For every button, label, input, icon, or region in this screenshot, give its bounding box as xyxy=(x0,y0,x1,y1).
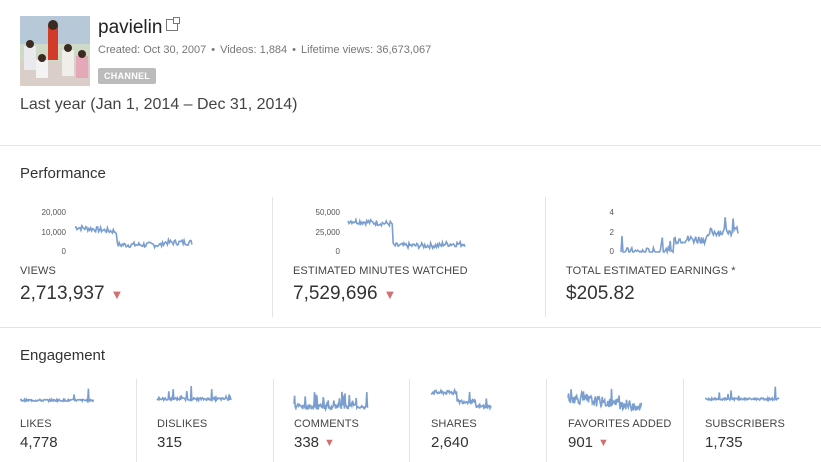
column-divider xyxy=(545,197,546,317)
sparkline-path xyxy=(430,387,492,412)
trend-down-icon: ▼ xyxy=(383,286,397,302)
earnings-value: $205.82 xyxy=(566,283,635,304)
shares-value: 2,640 xyxy=(431,434,469,451)
divider xyxy=(0,327,821,328)
favorites-value: 901 xyxy=(568,434,594,451)
y-tick: 4 xyxy=(609,208,614,217)
dislikes-value: 315 xyxy=(157,434,183,451)
favorites-sparkline xyxy=(567,388,643,413)
subscribers-label: SUBSCRIBERS xyxy=(705,418,785,430)
favorites-value-row: 901 ▼ xyxy=(568,434,609,451)
sparkline-path xyxy=(74,223,193,250)
sparkline-path xyxy=(293,391,369,413)
likes-value: 4,778 xyxy=(20,434,58,451)
earnings-value-row: $205.82 xyxy=(566,283,635,305)
divider xyxy=(0,145,821,146)
column-divider xyxy=(409,379,410,462)
dislikes-sparkline xyxy=(156,385,232,404)
shares-sparkline xyxy=(430,387,492,412)
performance-title: Performance xyxy=(20,165,106,182)
views-value: 2,713,937 xyxy=(20,283,105,304)
views-sparkline xyxy=(74,223,193,250)
y-tick: 50,000 xyxy=(315,208,340,217)
y-tick: 0 xyxy=(61,247,66,256)
column-divider xyxy=(136,379,137,462)
trend-down-icon: ▼ xyxy=(598,436,609,449)
comments-value-row: 338 ▼ xyxy=(294,434,335,451)
trend-down-icon: ▼ xyxy=(324,436,335,449)
channel-name[interactable]: pavielin xyxy=(98,17,163,38)
shares-value-row: 2,640 xyxy=(431,434,469,451)
likes-value-row: 4,778 xyxy=(20,434,58,451)
channel-badge: CHANNEL xyxy=(98,68,157,84)
minutes-value-row: 7,529,696 ▼ xyxy=(293,283,396,305)
sparkline-path xyxy=(156,385,232,404)
earnings-label: TOTAL ESTIMATED EARNINGS * xyxy=(566,265,736,277)
likes-sparkline xyxy=(19,388,95,404)
favorites-label: FAVORITES ADDED xyxy=(568,418,672,430)
subscribers-value-row: 1,735 xyxy=(705,434,743,451)
column-divider xyxy=(273,379,274,462)
channel-meta: Created: Oct 30, 2007 • Videos: 1,884 • Life… xyxy=(98,44,432,56)
channel-avatar-image xyxy=(20,16,90,86)
trend-down-icon: ▼ xyxy=(110,286,124,302)
subscribers-sparkline xyxy=(704,386,780,403)
dislikes-label: DISLIKES xyxy=(157,418,208,430)
sparkline-path xyxy=(620,217,739,256)
earnings-sparkline xyxy=(620,217,739,256)
comments-sparkline xyxy=(293,391,369,413)
column-divider xyxy=(272,197,273,317)
video-count: Videos: 1,884 xyxy=(220,44,288,56)
channel-name-link[interactable]: pavielin xyxy=(98,17,181,39)
sparkline-path xyxy=(347,216,466,251)
y-tick: 2 xyxy=(609,228,614,237)
engagement-title: Engagement xyxy=(20,347,106,364)
shares-label: SHARES xyxy=(431,418,477,430)
minutes-label: ESTIMATED MINUTES WATCHED xyxy=(293,265,468,277)
comments-value: 338 xyxy=(294,434,320,451)
y-tick: 25,000 xyxy=(315,228,340,237)
sparkline-path xyxy=(19,388,95,404)
likes-label: LIKES xyxy=(20,418,52,430)
y-tick: 0 xyxy=(335,247,340,256)
column-divider xyxy=(683,379,684,462)
channel-avatar[interactable] xyxy=(20,16,90,86)
column-divider xyxy=(546,379,547,462)
minutes-sparkline xyxy=(347,216,466,251)
y-tick: 10,000 xyxy=(41,228,66,237)
views-value-row: 2,713,937 ▼ xyxy=(20,283,123,305)
minutes-value: 7,529,696 xyxy=(293,283,378,304)
y-tick: 0 xyxy=(609,247,614,256)
y-tick: 20,000 xyxy=(41,208,66,217)
lifetime-views: Lifetime views: 36,673,067 xyxy=(301,44,432,56)
subscribers-value: 1,735 xyxy=(705,434,743,451)
sparkline-path xyxy=(567,388,643,413)
comments-label: COMMENTS xyxy=(294,418,359,430)
created-date: Created: Oct 30, 2007 xyxy=(98,44,207,56)
dislikes-value-row: 315 xyxy=(157,434,182,451)
sparkline-path xyxy=(704,386,780,403)
views-label: VIEWS xyxy=(20,265,56,277)
date-range[interactable]: Last year (Jan 1, 2014 – Dec 31, 2014) xyxy=(20,96,298,113)
external-link-icon[interactable] xyxy=(166,17,181,31)
